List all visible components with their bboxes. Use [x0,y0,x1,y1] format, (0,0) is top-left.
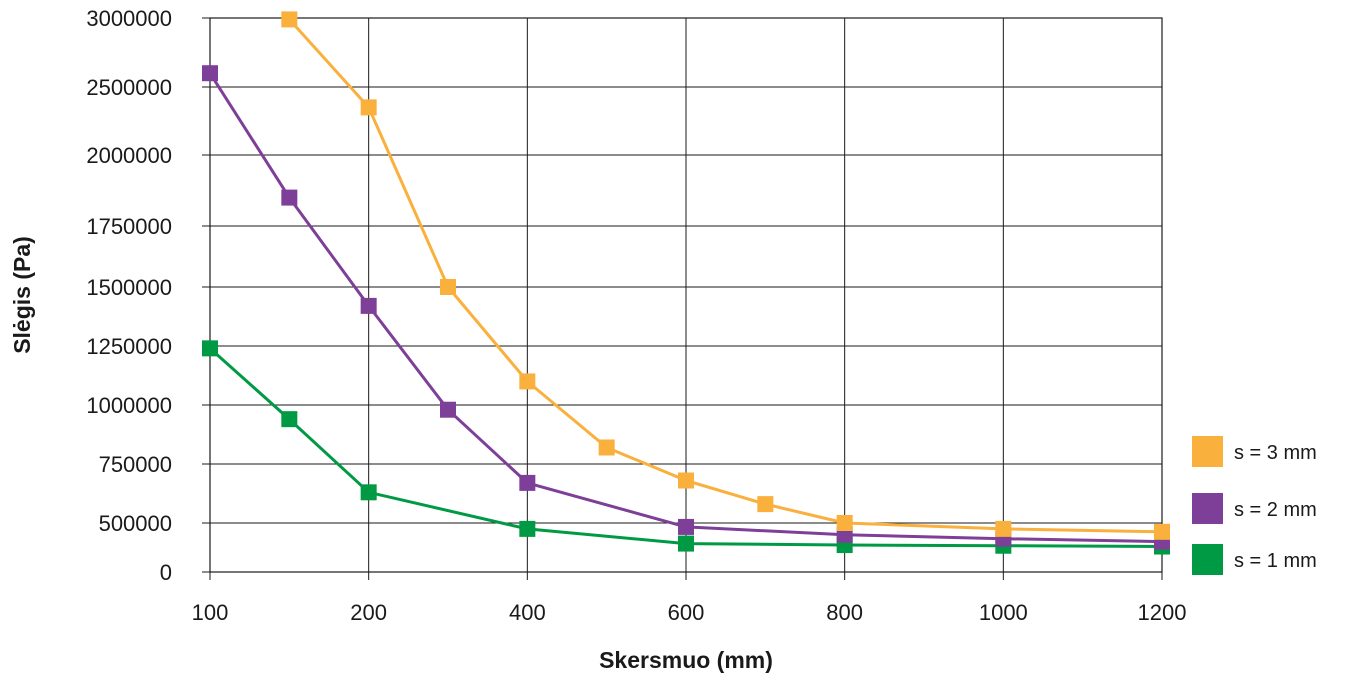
x-tick-label: 100 [192,600,229,625]
series-lines [202,11,1170,555]
plot-frame [209,17,1163,573]
data-point [678,535,694,552]
data-point [281,411,298,428]
y-tick-label: 1750000 [86,214,172,239]
legend-label: s = 1 mm [1234,550,1317,572]
data-point [598,439,615,456]
axes: 0 500000 750000 1000000 1250000 1500000 175000… [86,6,1186,625]
y-axis-title: Slėgis (Pa) [9,236,35,354]
data-point [360,99,377,116]
x-tick-label: 600 [668,600,705,625]
y-tick-label: 1000000 [86,393,172,418]
y-tick-label: 0 [160,560,172,585]
y-tick-label: 3000000 [86,6,172,31]
data-point [757,496,774,513]
legend-item: s = 2 mm [1192,493,1317,524]
legend-label: s = 3 mm [1234,442,1317,464]
data-point [519,474,536,491]
x-tick-label: 400 [509,600,546,625]
legend-swatch [1192,493,1223,524]
x-tick-label: 200 [350,600,387,625]
data-point [360,484,377,501]
y-tick-label: 1250000 [86,334,172,359]
data-point [1154,523,1170,540]
legend-swatch [1192,544,1223,575]
y-tick-label: 500000 [99,511,172,536]
series-line [288,18,1163,534]
data-point [281,189,298,206]
legend-item: s = 3 mm [1192,436,1317,467]
y-tick-label: 750000 [99,452,172,477]
series-s-2-mm [202,65,1170,550]
data-point [281,11,298,28]
y-tick-label: 1500000 [86,275,172,300]
data-point [202,65,218,82]
data-point [519,520,536,537]
series-s-3-mm [281,11,1170,540]
data-point [678,518,694,535]
data-point [360,297,377,314]
grid [202,17,1163,580]
data-point [836,515,853,531]
y-tick-label: 2000000 [86,143,172,168]
data-point [440,401,456,418]
x-tick-label: 1200 [1138,600,1187,625]
y-tick-label: 2500000 [86,75,172,100]
data-point [678,472,694,489]
data-point [440,279,456,295]
data-point [202,340,218,357]
legend: s = 3 mm s = 2 mm s = 1 mm [1192,436,1317,575]
legend-swatch [1192,436,1223,467]
legend-item: s = 1 mm [1192,544,1317,575]
x-tick-label: 1000 [979,600,1028,625]
series-line [209,347,1163,548]
data-point [995,520,1012,537]
legend-label: s = 2 mm [1234,499,1317,521]
x-tick-label: 800 [826,600,863,625]
x-axis-title: Skersmuo (mm) [599,647,773,673]
data-point [519,373,536,390]
